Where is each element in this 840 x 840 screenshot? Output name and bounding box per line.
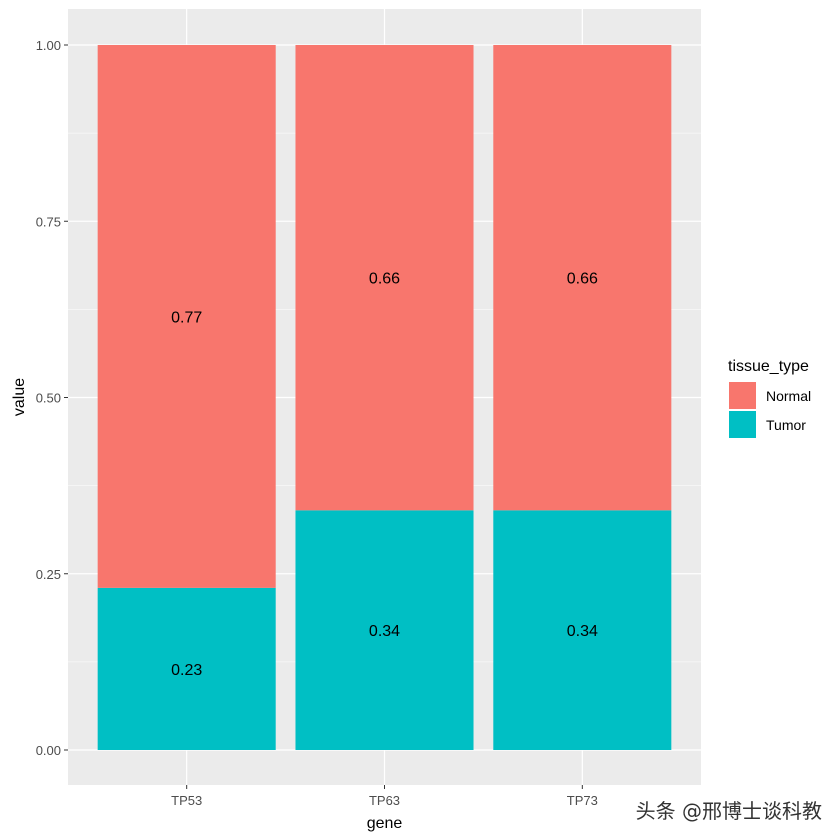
y-tick-label: 0.50	[36, 391, 61, 406]
bar-tp53-tumor	[97, 587, 276, 750]
y-axis-title: value	[11, 378, 28, 416]
y-axis: 0.00 0.25 0.50 0.75 1.00	[36, 38, 68, 758]
bar-value-label: 0.34	[567, 623, 598, 640]
x-tick-label: TP63	[369, 793, 400, 808]
x-tick-label: TP73	[567, 793, 598, 808]
legend-swatch-tumor	[729, 411, 756, 438]
bar-value-label: 0.23	[171, 662, 202, 679]
x-axis-title: gene	[367, 815, 403, 832]
bar-value-label: 0.66	[369, 271, 400, 288]
legend: tissue_type Normal Tumor	[728, 358, 811, 438]
legend-label-tumor: Tumor	[766, 417, 806, 433]
y-tick-label: 1.00	[36, 38, 61, 53]
bar-tp53-normal	[97, 45, 276, 588]
y-tick-label: 0.75	[36, 214, 61, 229]
legend-title: tissue_type	[728, 358, 809, 375]
bar-tp73-normal	[493, 45, 672, 511]
bar-value-label: 0.34	[369, 623, 400, 640]
bar-labels: 0.23 0.77 0.34 0.66 0.34 0.66	[171, 271, 598, 679]
bar-value-label: 0.77	[171, 309, 202, 326]
watermark: 头条 @邢博士谈科教	[636, 799, 822, 823]
bar-value-label: 0.66	[567, 271, 598, 288]
legend-swatch-normal	[729, 382, 756, 409]
bars	[97, 45, 672, 750]
x-axis: TP53 TP63 TP73	[171, 785, 598, 808]
bar-tp63-normal	[295, 45, 474, 511]
x-tick-label: TP53	[171, 793, 202, 808]
bar-tp73-tumor	[493, 510, 672, 750]
y-tick-label: 0.25	[36, 567, 61, 582]
legend-label-normal: Normal	[766, 388, 811, 404]
bar-tp63-tumor	[295, 510, 474, 750]
y-tick-label: 0.00	[36, 743, 61, 758]
